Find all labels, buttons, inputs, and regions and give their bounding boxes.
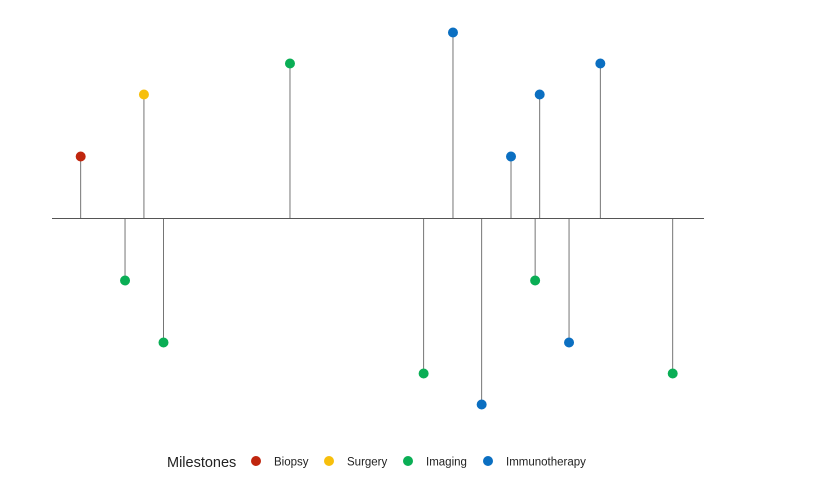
event-point-imaging	[120, 275, 131, 286]
legend-label: Imaging	[426, 457, 467, 469]
legend-label: Surgery	[347, 457, 388, 469]
event-point-imaging	[530, 275, 541, 286]
event-point-immunotherapy	[564, 337, 575, 348]
event-point-immunotherapy	[447, 27, 458, 38]
event-point-imaging	[158, 337, 169, 348]
legend-swatch	[324, 456, 334, 466]
points-layer	[75, 27, 678, 410]
stems-layer	[80, 32, 674, 405]
legend-item-imaging: Imaging	[403, 456, 467, 469]
legend-items: Biopsy Surgery Imaging Immunotherapy	[251, 456, 586, 469]
event-point-immunotherapy	[534, 89, 545, 100]
legend-title: Milestones	[167, 455, 236, 471]
legend-swatch	[403, 456, 413, 466]
event-point-imaging	[284, 58, 295, 69]
event-point-imaging	[667, 368, 678, 379]
legend-item-surgery: Surgery	[324, 456, 388, 469]
event-point-surgery	[138, 89, 149, 100]
event-point-immunotherapy	[595, 58, 606, 69]
legend-label: Biopsy	[274, 457, 309, 469]
legend-swatch	[251, 456, 261, 466]
legend-item-immunotherapy: Immunotherapy	[483, 456, 586, 469]
event-point-immunotherapy	[476, 399, 487, 410]
event-point-biopsy	[75, 151, 86, 162]
legend-swatch	[483, 456, 493, 466]
legend-label: Immunotherapy	[506, 457, 586, 469]
legend-item-biopsy: Biopsy	[251, 456, 309, 469]
event-point-imaging	[418, 368, 429, 379]
legend: Milestones Biopsy Surgery Imaging Immunothe…	[167, 455, 586, 471]
event-point-immunotherapy	[506, 151, 517, 162]
